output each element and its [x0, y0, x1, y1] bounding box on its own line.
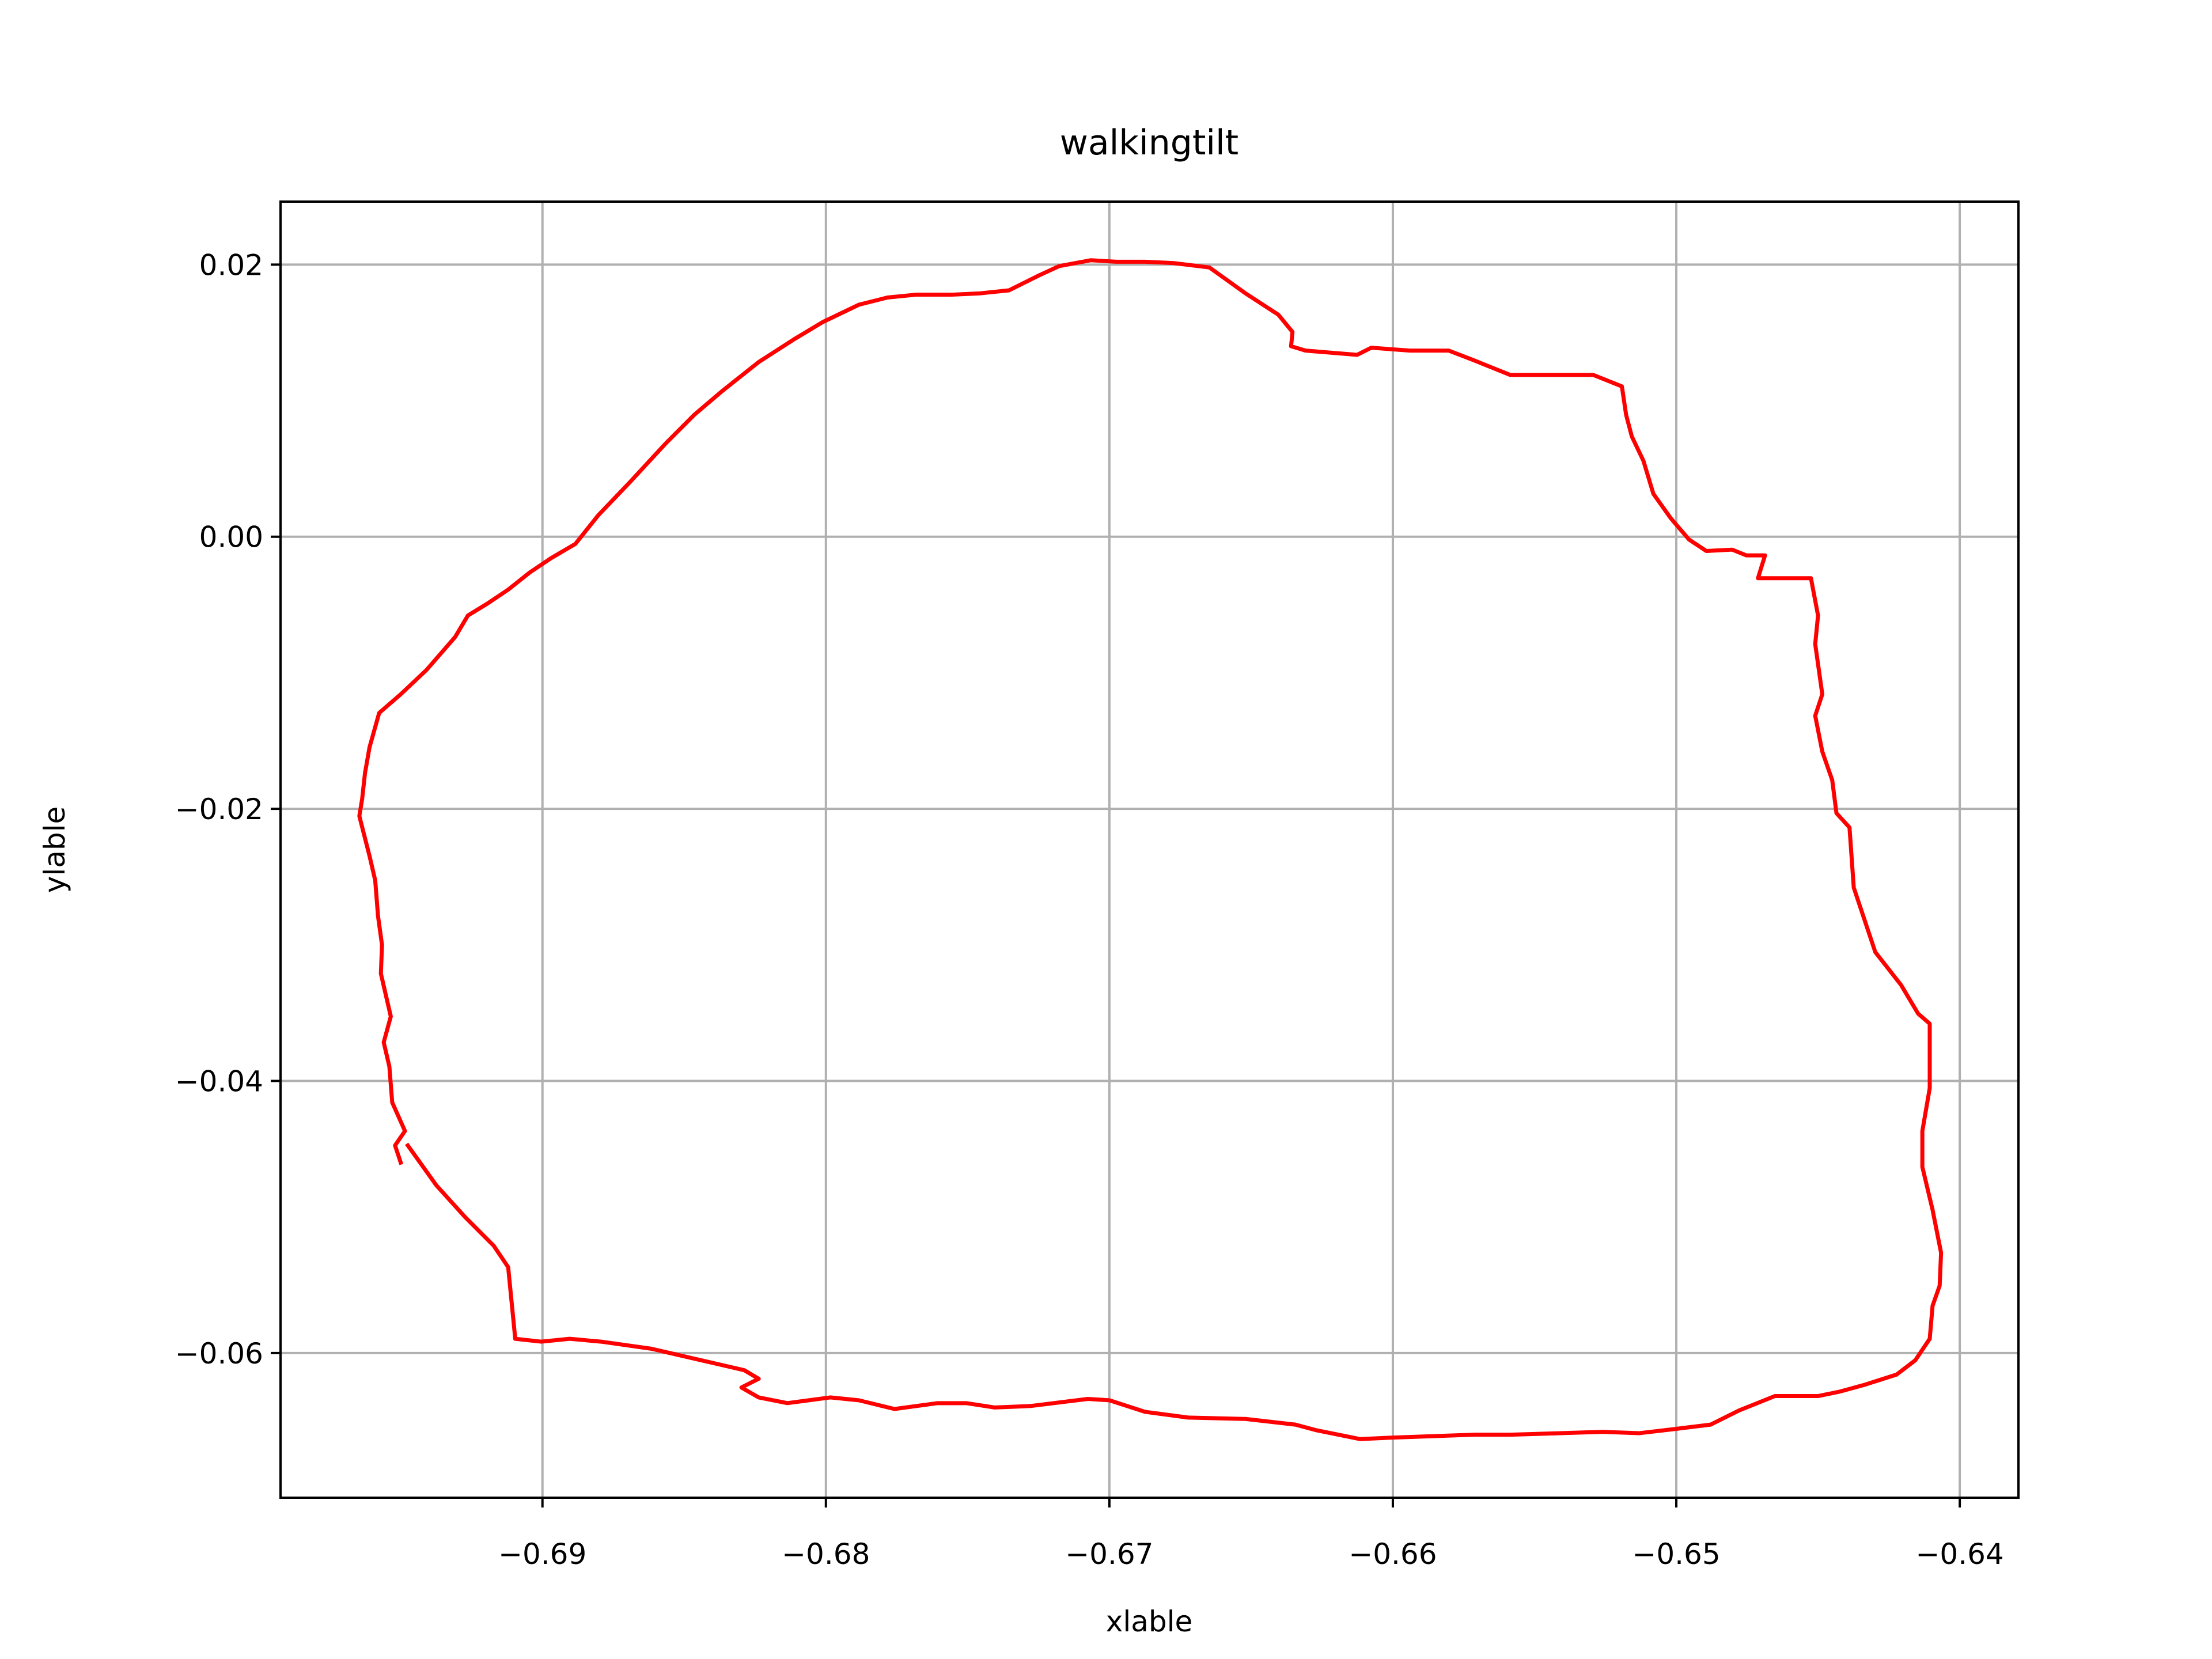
y-tick-label: −0.04	[175, 1065, 263, 1099]
x-axis-label: xlable	[1106, 1605, 1193, 1638]
x-tick-label: −0.69	[498, 1537, 586, 1571]
x-tick-label: −0.65	[1632, 1537, 1720, 1571]
y-tick-label: 0.02	[199, 248, 263, 282]
data-line	[357, 258, 1944, 1441]
x-tick-label: −0.66	[1349, 1537, 1437, 1571]
plot-frame	[279, 200, 2020, 1499]
x-tick-label: −0.67	[1065, 1537, 1153, 1571]
x-tick-label: −0.68	[782, 1537, 870, 1571]
y-tick-label: 0.00	[199, 521, 263, 554]
y-tick-label: −0.06	[175, 1337, 263, 1370]
y-axis-label: ylable	[38, 806, 71, 893]
y-tick-label: −0.02	[175, 793, 263, 826]
chart-title: walkingtilt	[1060, 123, 1238, 163]
x-tick-label: −0.64	[1916, 1537, 2004, 1571]
